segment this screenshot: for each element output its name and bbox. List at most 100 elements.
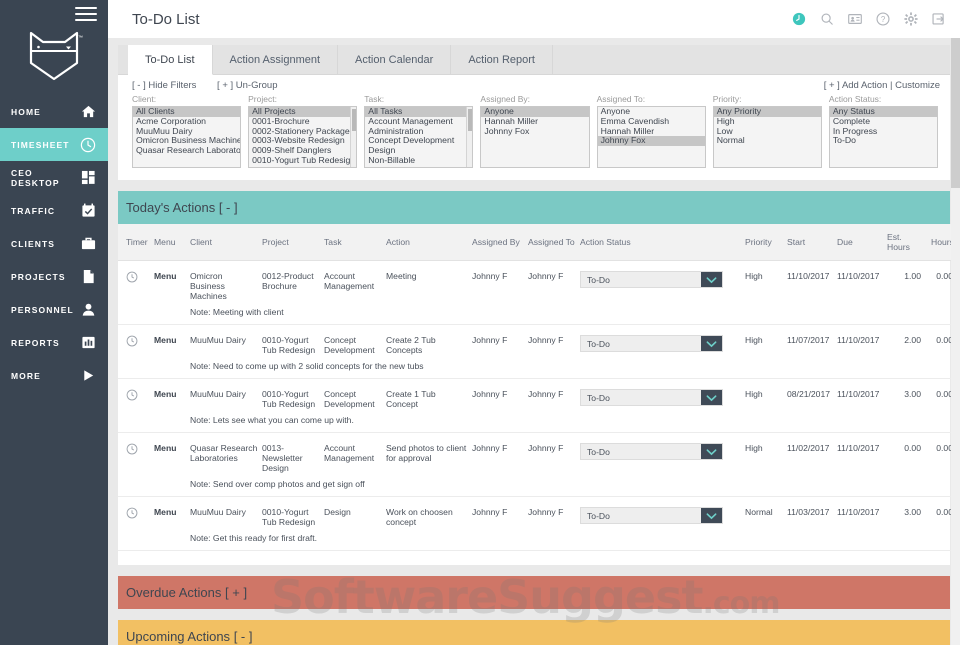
- list-item[interactable]: Production: [365, 166, 472, 167]
- chevron-down-icon[interactable]: [701, 336, 722, 351]
- chevron-down-icon[interactable]: [701, 444, 722, 459]
- sidebar-item-more[interactable]: MORE: [0, 359, 108, 392]
- list-item[interactable]: Quasar Research Laboratories: [136, 146, 240, 156]
- logout-icon[interactable]: [931, 12, 946, 27]
- timer-cell[interactable]: [118, 325, 152, 362]
- section-header-overdue[interactable]: Overdue Actions [ + ]: [118, 576, 950, 609]
- section-toggle[interactable]: [ - ]: [233, 629, 253, 644]
- sidebar-item-timesheet[interactable]: TIMESHEET: [0, 128, 108, 161]
- row-menu-button[interactable]: Menu: [154, 335, 177, 345]
- list-item[interactable]: MuuMuu Dairy: [136, 126, 193, 136]
- project-filter-list[interactable]: All Projects 0001-Brochure 0002-Statione…: [248, 106, 358, 168]
- priority-filter-list[interactable]: Any Priority High Low Normal: [712, 106, 822, 168]
- page-scrollbar[interactable]: [951, 38, 960, 645]
- col-action[interactable]: Action: [384, 224, 470, 261]
- list-item[interactable]: 0009-Shelf Danglers: [252, 146, 332, 156]
- sidebar-item-reports[interactable]: REPORTS: [0, 326, 108, 359]
- sidebar-item-personnel[interactable]: PERSONNEL: [0, 293, 108, 326]
- table-row[interactable]: Menu MuuMuu Dairy 0010-Yogurt Tub Redesi…: [118, 325, 960, 362]
- list-item[interactable]: Acme Corporation: [136, 116, 207, 126]
- sidebar-item-ceo-desktop[interactable]: CEO DESKTOP: [0, 161, 108, 194]
- project-list-scrollbar[interactable]: [350, 107, 357, 167]
- hide-filters-link[interactable]: [ - ] Hide Filters: [132, 80, 197, 91]
- col-menu[interactable]: Menu: [152, 224, 188, 261]
- list-item[interactable]: Johnny Fox: [484, 126, 530, 136]
- list-item[interactable]: Administration: [368, 126, 424, 136]
- list-item[interactable]: Design: [368, 146, 396, 156]
- list-item[interactable]: In Progress: [832, 126, 878, 136]
- list-item[interactable]: All Tasks: [365, 107, 473, 117]
- section-header-today[interactable]: Today's Actions [ - ]: [118, 191, 950, 224]
- col-action-status[interactable]: Action Status: [578, 224, 743, 261]
- row-menu-button[interactable]: Menu: [154, 389, 177, 399]
- table-row[interactable]: Menu MuuMuu Dairy 0010-Yogurt Tub Redesi…: [118, 497, 960, 534]
- list-item[interactable]: 0002-Stationery Package: [252, 126, 350, 136]
- sidebar-item-home[interactable]: HOME: [0, 95, 108, 128]
- client-filter-list[interactable]: All Clients Acme Corporation MuuMuu Dair…: [132, 106, 242, 168]
- fox-head-logo[interactable]: ™: [0, 0, 108, 95]
- section-toggle[interactable]: [ - ]: [218, 200, 238, 215]
- list-item[interactable]: 0011-Grand Opening: [249, 166, 356, 167]
- col-task[interactable]: Task: [322, 224, 384, 261]
- col-priority[interactable]: Priority: [743, 224, 785, 261]
- tab-action-assignment[interactable]: Action Assignment: [212, 45, 339, 74]
- col-assigned-to[interactable]: Assigned To: [526, 224, 578, 261]
- list-item[interactable]: Anyone: [481, 107, 589, 117]
- chevron-down-icon[interactable]: [701, 390, 722, 405]
- col-due[interactable]: Due: [835, 224, 885, 261]
- col-assigned-by[interactable]: Assigned By: [470, 224, 526, 261]
- list-item[interactable]: 0010-Yogurt Tub Redesign: [252, 155, 356, 165]
- list-item[interactable]: Account Management: [368, 116, 453, 126]
- row-menu-button[interactable]: Menu: [154, 443, 177, 453]
- tab-action-calendar[interactable]: Action Calendar: [338, 45, 452, 74]
- list-item[interactable]: Complete: [832, 116, 871, 126]
- list-item[interactable]: Normal: [716, 136, 745, 146]
- section-header-upcoming[interactable]: Upcoming Actions [ - ]: [118, 620, 950, 645]
- sidebar-item-clients[interactable]: CLIENTS: [0, 227, 108, 260]
- chevron-down-icon[interactable]: [701, 508, 722, 523]
- timer-clock-icon[interactable]: [791, 12, 806, 27]
- status-dropdown[interactable]: To-Do: [580, 389, 723, 406]
- clock-icon[interactable]: [126, 507, 138, 519]
- gear-icon[interactable]: [903, 12, 918, 27]
- list-item[interactable]: Any Status: [829, 107, 937, 117]
- col-project[interactable]: Project: [260, 224, 322, 261]
- list-item[interactable]: 0003-Website Redesign: [252, 136, 345, 146]
- status-dropdown[interactable]: To-Do: [580, 507, 723, 524]
- timer-cell[interactable]: [118, 379, 152, 416]
- col-client[interactable]: Client: [188, 224, 260, 261]
- task-list-scrollbar[interactable]: [466, 107, 473, 167]
- list-item[interactable]: Hannah Miller: [600, 126, 655, 136]
- customize-link[interactable]: Customize: [895, 80, 940, 91]
- chevron-down-icon[interactable]: [701, 272, 722, 287]
- status-dropdown[interactable]: To-Do: [580, 443, 723, 460]
- list-item[interactable]: Emma Cavendish: [600, 116, 670, 126]
- list-item[interactable]: All Projects: [249, 107, 357, 117]
- table-row[interactable]: Menu Omicron Business Machines 0012-Prod…: [118, 261, 960, 308]
- list-item[interactable]: Concept Development: [368, 136, 455, 146]
- list-item[interactable]: Omicron Business Machines: [136, 136, 241, 146]
- list-item[interactable]: To-Do: [832, 136, 857, 146]
- list-item[interactable]: 0001-Brochure: [252, 116, 310, 126]
- list-item[interactable]: All Clients: [133, 107, 241, 117]
- search-icon[interactable]: [819, 12, 834, 27]
- status-dropdown[interactable]: To-Do: [580, 335, 723, 352]
- list-item[interactable]: Anyone: [600, 107, 631, 116]
- col-est-hours[interactable]: Est. Hours: [885, 224, 929, 261]
- clock-icon[interactable]: [126, 389, 138, 401]
- contact-card-icon[interactable]: [847, 12, 862, 27]
- timer-cell[interactable]: [118, 497, 152, 534]
- un-group-link[interactable]: [ + ] Un-Group: [217, 80, 278, 91]
- sidebar-item-traffic[interactable]: TRAFFIC: [0, 194, 108, 227]
- list-item[interactable]: Johnny Fox: [597, 136, 705, 147]
- clock-icon[interactable]: [126, 335, 138, 347]
- timer-cell[interactable]: [118, 433, 152, 480]
- add-action-link[interactable]: [ + ] Add Action: [823, 80, 888, 91]
- table-row[interactable]: Menu MuuMuu Dairy 0010-Yogurt Tub Redesi…: [118, 379, 960, 416]
- clock-icon[interactable]: [126, 443, 138, 455]
- tab-to-do-list[interactable]: To-Do List: [128, 45, 213, 75]
- col-start[interactable]: Start: [785, 224, 835, 261]
- sidebar-item-projects[interactable]: PROJECTS: [0, 260, 108, 293]
- list-item[interactable]: Any Priority: [713, 107, 821, 117]
- list-item[interactable]: Non-Billable: [368, 155, 416, 165]
